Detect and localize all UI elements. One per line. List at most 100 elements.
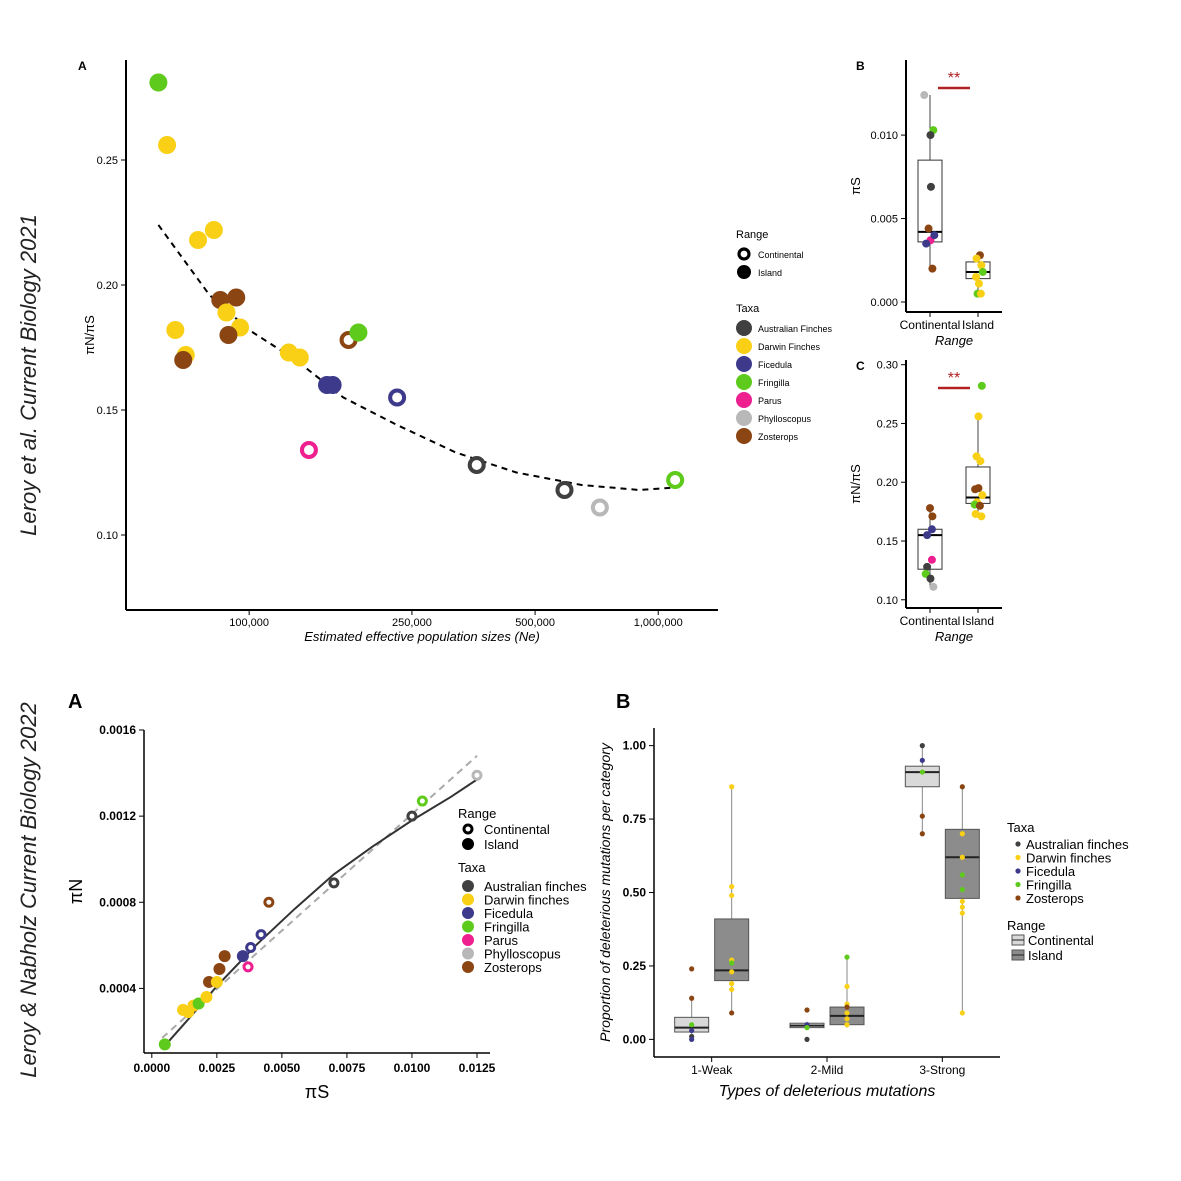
legend-key [737,265,751,279]
y-tick-label: 0.25 [877,418,898,430]
x-tick-label: 250,000 [392,617,432,629]
x-tick-label: 100,000 [229,617,269,629]
data-point [977,512,986,521]
y-tick-label: 0.20 [877,477,898,489]
legend-label: Australian finches [1026,837,1129,852]
legend-label: Ficedula [1026,864,1076,879]
legend-label: Island [758,268,782,278]
legend-key [462,823,474,835]
data-point [919,743,925,749]
legend-title-range: Range [458,806,496,821]
data-point [416,795,428,807]
y-tick-label: 0.25 [623,959,647,973]
data-point [804,1036,810,1042]
data-point [930,231,939,240]
x-tick-label: 0.0100 [394,1061,431,1075]
data-point [844,1010,850,1016]
x-axis-label: Types of deleterious mutations [719,1083,936,1100]
data-point [210,975,223,988]
legend-key [736,320,752,336]
legend-label: Fringilla [1026,878,1072,893]
data-point [919,813,925,819]
legend-title-taxa: Taxa [1007,820,1035,835]
legend-key [462,947,474,960]
data-point [149,73,168,92]
x-tick-label: 0.0050 [264,1061,301,1075]
data-point [804,1007,810,1013]
legend-key [736,374,752,390]
panel-label: A [78,59,87,73]
data-point [218,950,231,963]
legend-key [1015,868,1021,874]
data-point [959,910,965,916]
data-point [844,1004,850,1010]
legend-key [462,880,474,892]
data-point [174,351,193,369]
data-point [927,525,936,534]
data-point [245,941,257,953]
data-point [959,831,965,837]
data-point [976,289,985,298]
data-point [959,898,965,904]
data-point [919,769,925,775]
legend-title-taxa: Taxa [458,860,486,875]
legend-title-range: Range [1007,918,1045,933]
data-point [923,531,932,540]
x-axis-label: Estimated effective population sizes (Ne… [304,629,540,644]
y-tick-label: 0.10 [97,530,118,542]
legend-key [736,392,752,408]
data-point [263,896,275,908]
data-point [729,892,735,899]
data-point [926,131,935,140]
legend-label: Zosterops [1026,891,1084,906]
panel-label: C [856,359,865,373]
chart-ne-vs-ratio: A 0.10 0.15 0.20 0.25 100,000 250,000 500,000 1,… [78,59,833,644]
data-point [974,279,983,288]
x-tick-label: 0.0025 [198,1061,235,1075]
legend-label: Island [1028,948,1063,963]
data-point [729,1010,735,1016]
data-point [217,303,236,322]
legend-label: Phylloscopus [484,947,561,962]
x-axis-label: Range [935,333,973,348]
data-point [977,381,986,390]
data-point [923,562,932,571]
legend-label: Australian finches [484,879,587,894]
legend-label: Darwin finches [484,893,570,908]
data-point [959,904,965,910]
legend-label: Zosterops [484,960,542,975]
data-point [919,757,925,763]
x-tick-label: 3-Strong [919,1063,965,1077]
data-point [200,991,213,1004]
data-point [959,784,965,790]
legend-key [462,893,474,906]
y-tick-label: 0.20 [97,280,118,292]
x-axis-label: πS [305,1082,329,1102]
legend-key [1015,841,1021,847]
legend-label: Phylloscopus [758,414,812,424]
data-point [978,267,987,276]
chart-deleterious-box: B 0.00 0.25 0.50 0.75 1.00 1-Weak 2-Mild 3-Stron… [597,691,1129,1100]
panel-label: A [68,691,82,713]
data-point [959,886,965,893]
data-point [844,954,850,960]
side-label-top: Leroy et al. Current Biology 2021 [16,214,41,536]
data-point [689,1036,695,1042]
data-point [158,1038,171,1051]
y-axis-label: πN/πS [82,315,97,355]
box [904,765,940,788]
legend-key [462,838,474,850]
legend-label: Ficedula [758,360,792,370]
legend-title-range: Range [736,229,768,241]
legend-label: Fringilla [758,378,790,388]
x-tick-label: 0.0000 [133,1061,170,1075]
data-point [926,504,934,513]
data-point [959,854,965,860]
x-tick-label: 500,000 [515,617,555,629]
legend-label: Zosterops [758,432,799,442]
data-point [927,555,936,564]
y-tick-label: 0.0012 [99,809,136,823]
legend-label: Darwin finches [1026,851,1112,866]
